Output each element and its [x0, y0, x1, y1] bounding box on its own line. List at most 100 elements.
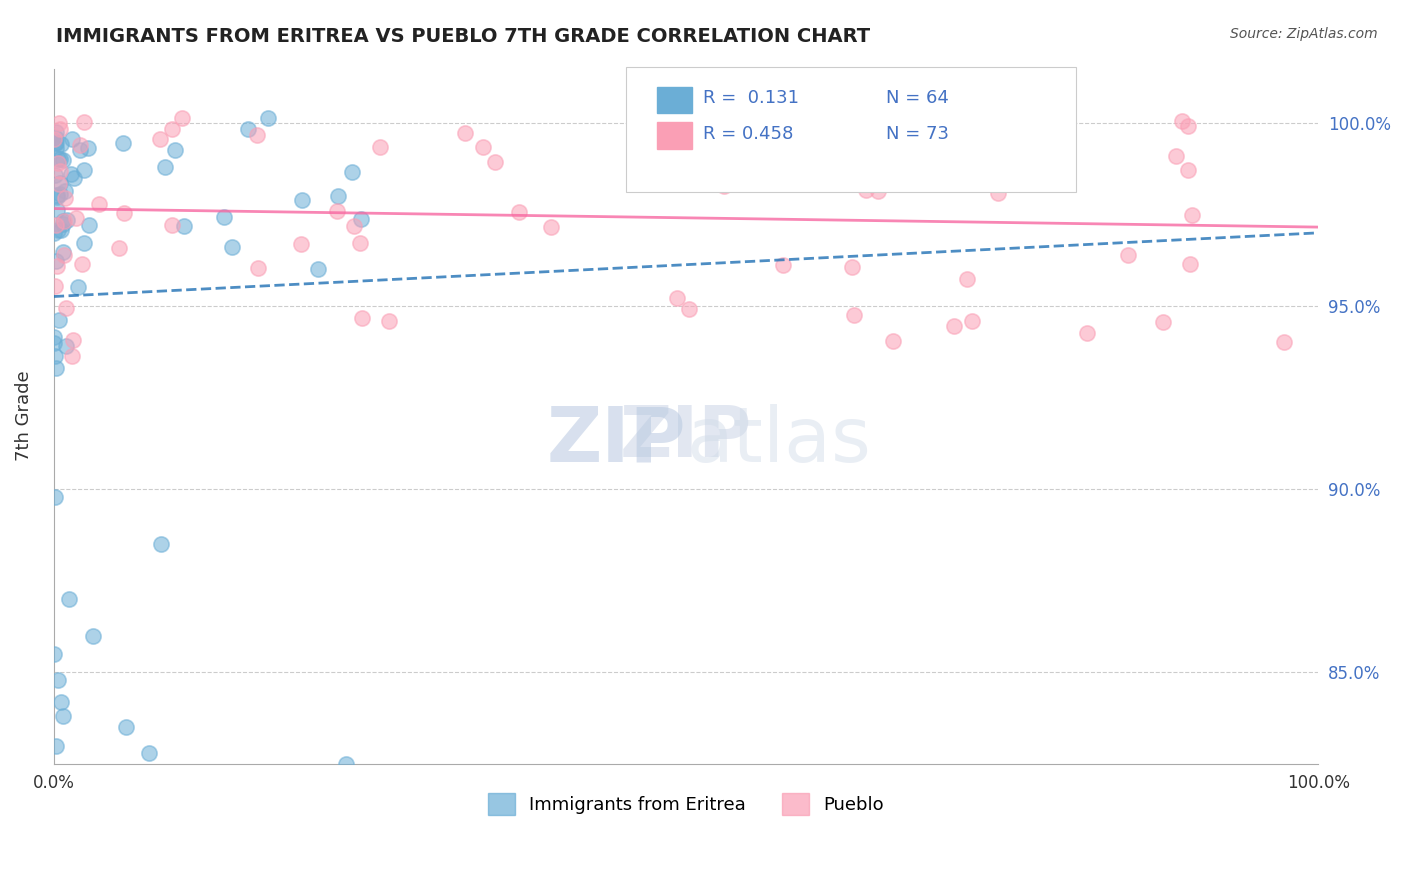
Pueblo — [540, 219, 562, 234]
Pueblo — [349, 235, 371, 250]
Immigrants from Eritrea — [52, 213, 75, 227]
Pueblo — [162, 218, 184, 232]
Immigrants from Eritrea — [52, 153, 75, 168]
Immigrants from Eritrea — [73, 162, 96, 177]
Pueblo — [108, 241, 131, 255]
Text: ZIP: ZIP — [547, 403, 686, 477]
Pueblo — [172, 111, 194, 125]
Pueblo — [45, 218, 67, 232]
Text: R = 0.458: R = 0.458 — [703, 125, 793, 143]
Immigrants from Eritrea — [60, 132, 83, 146]
Pueblo — [45, 259, 67, 273]
Immigrants from Eritrea — [52, 245, 75, 260]
Immigrants from Eritrea — [138, 746, 160, 760]
Immigrants from Eritrea — [45, 125, 67, 139]
Immigrants from Eritrea — [63, 170, 86, 185]
Pueblo — [378, 314, 401, 328]
Immigrants from Eritrea — [48, 152, 70, 166]
Pueblo — [855, 183, 877, 197]
Pueblo — [112, 206, 135, 220]
Pueblo — [160, 122, 183, 136]
Pueblo — [508, 205, 530, 219]
Pueblo — [55, 191, 77, 205]
Immigrants from Eritrea — [51, 137, 73, 152]
Immigrants from Eritrea — [52, 218, 75, 232]
Pueblo — [44, 132, 66, 146]
Pueblo — [877, 120, 900, 135]
Pueblo — [882, 334, 904, 348]
Immigrants from Eritrea — [350, 212, 373, 227]
Pueblo — [745, 138, 768, 153]
Immigrants from Eritrea — [44, 330, 66, 344]
Pueblo — [1171, 114, 1194, 128]
Immigrants from Eritrea — [46, 190, 69, 204]
Pueblo — [49, 163, 72, 178]
Immigrants from Eritrea — [48, 312, 70, 326]
Pueblo — [841, 260, 863, 275]
Immigrants from Eritrea — [291, 194, 314, 208]
Pueblo — [48, 116, 70, 130]
Pueblo — [1152, 315, 1174, 329]
Pueblo — [72, 257, 94, 271]
Immigrants from Eritrea — [55, 339, 77, 353]
Immigrants from Eritrea — [44, 490, 66, 504]
Legend: Immigrants from Eritrea, Pueblo: Immigrants from Eritrea, Pueblo — [479, 784, 893, 824]
Immigrants from Eritrea — [150, 537, 173, 551]
Immigrants from Eritrea — [46, 152, 69, 166]
Pueblo — [326, 203, 349, 218]
Immigrants from Eritrea — [46, 223, 69, 237]
Immigrants from Eritrea — [236, 122, 259, 136]
Pueblo — [44, 279, 66, 293]
Text: N = 73: N = 73 — [886, 125, 949, 143]
Pueblo — [918, 118, 941, 132]
Pueblo — [55, 301, 77, 315]
Pueblo — [484, 155, 506, 169]
Immigrants from Eritrea — [44, 349, 66, 363]
Immigrants from Eritrea — [58, 592, 80, 607]
Immigrants from Eritrea — [45, 254, 67, 268]
Text: IMMIGRANTS FROM ERITREA VS PUEBLO 7TH GRADE CORRELATION CHART: IMMIGRANTS FROM ERITREA VS PUEBLO 7TH GR… — [56, 27, 870, 45]
Immigrants from Eritrea — [49, 176, 72, 190]
Pueblo — [665, 291, 688, 305]
Pueblo — [60, 349, 83, 363]
Y-axis label: 7th Grade: 7th Grade — [15, 371, 32, 461]
Immigrants from Eritrea — [73, 236, 96, 251]
Pueblo — [471, 140, 494, 154]
Pueblo — [844, 309, 866, 323]
Pueblo — [678, 301, 700, 316]
Pueblo — [48, 178, 70, 192]
Immigrants from Eritrea — [256, 111, 278, 125]
Immigrants from Eritrea — [44, 336, 66, 351]
Pueblo — [1116, 248, 1139, 262]
Immigrants from Eritrea — [173, 219, 195, 233]
Immigrants from Eritrea — [307, 262, 329, 277]
Pueblo — [1076, 326, 1098, 340]
Immigrants from Eritrea — [221, 240, 243, 254]
Pueblo — [1029, 174, 1052, 188]
Immigrants from Eritrea — [115, 720, 138, 734]
Immigrants from Eritrea — [45, 202, 67, 217]
Pueblo — [865, 168, 887, 182]
Immigrants from Eritrea — [49, 695, 72, 709]
Immigrants from Eritrea — [59, 167, 82, 181]
Immigrants from Eritrea — [44, 169, 66, 183]
Immigrants from Eritrea — [44, 136, 66, 150]
Pueblo — [956, 272, 979, 286]
Pueblo — [868, 184, 890, 198]
Text: ZIP: ZIP — [620, 402, 752, 472]
Immigrants from Eritrea — [326, 189, 349, 203]
Pueblo — [368, 140, 391, 154]
Pueblo — [737, 156, 759, 170]
Immigrants from Eritrea — [163, 143, 186, 157]
Pueblo — [290, 236, 312, 251]
Immigrants from Eritrea — [45, 739, 67, 753]
Pueblo — [1272, 334, 1295, 349]
Text: atlas: atlas — [686, 403, 870, 477]
Immigrants from Eritrea — [56, 212, 79, 227]
Pueblo — [69, 138, 91, 153]
Immigrants from Eritrea — [48, 673, 70, 687]
Immigrants from Eritrea — [77, 141, 100, 155]
Immigrants from Eritrea — [214, 210, 236, 224]
Pueblo — [53, 248, 76, 262]
Immigrants from Eritrea — [44, 226, 66, 240]
